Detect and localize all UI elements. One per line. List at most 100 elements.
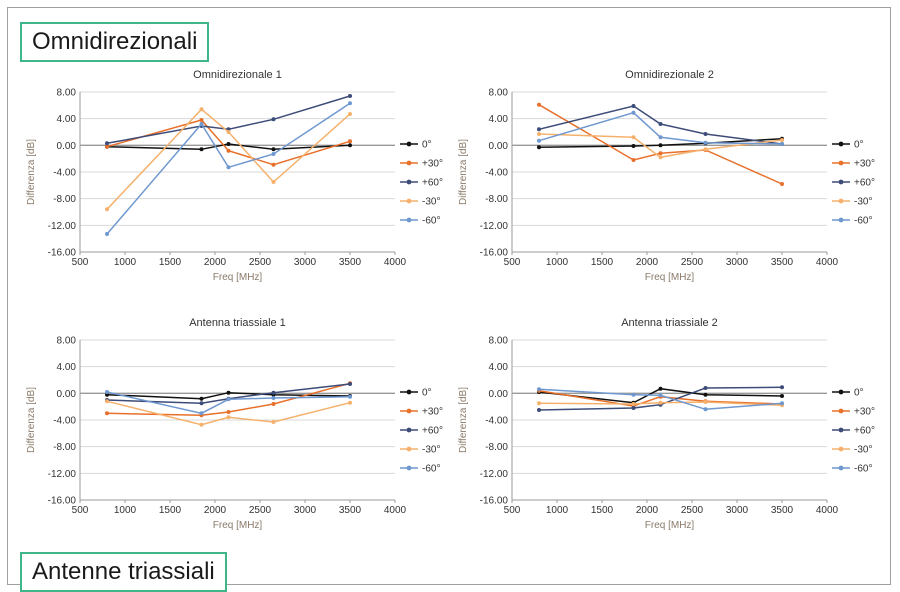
data-point	[348, 101, 352, 106]
data-point	[271, 152, 276, 156]
chart-title: Antenna triassiale 2	[621, 317, 718, 329]
y-tick-label: -12.00	[48, 221, 77, 232]
data-point	[703, 392, 708, 397]
data-point	[658, 155, 663, 160]
y-tick-label: -12.00	[480, 221, 509, 232]
data-point	[780, 385, 784, 390]
data-point	[199, 107, 204, 112]
legend-label: +30°	[854, 407, 875, 418]
legend-marker	[406, 160, 412, 166]
x-tick-label: 4000	[384, 257, 407, 268]
data-point	[226, 130, 231, 134]
data-point	[658, 135, 663, 140]
y-tick-label: 0.00	[489, 141, 509, 152]
y-tick-label: -16.00	[480, 248, 509, 259]
legend-label: +30°	[422, 407, 443, 418]
data-point	[631, 406, 636, 410]
legend-marker	[406, 389, 412, 395]
legend-entry-minus30: -30°	[400, 445, 440, 456]
data-point	[348, 394, 352, 399]
y-tick-label: -8.00	[485, 442, 508, 453]
data-point	[105, 144, 109, 149]
legend-marker	[838, 427, 844, 433]
x-tick-label: 1500	[591, 505, 614, 516]
legend-entry-0: 0°	[400, 140, 432, 151]
data-point	[105, 207, 109, 212]
data-point	[105, 141, 109, 146]
legend-label: -30°	[422, 445, 440, 456]
x-tick-label: 3000	[726, 257, 749, 268]
data-point	[199, 118, 204, 122]
y-tick-label: 8.00	[489, 336, 509, 347]
legend-entry-plus60: +60°	[832, 426, 875, 437]
x-tick-label: 3500	[771, 505, 794, 516]
data-point	[631, 135, 636, 140]
x-tick-label: 500	[504, 257, 521, 268]
x-tick-label: 1000	[114, 505, 137, 516]
y-axis-label: Differenza [dB]	[26, 139, 37, 205]
y-tick-label: -12.00	[48, 469, 77, 480]
x-axis-label: Freq [MHz]	[645, 520, 695, 531]
data-point	[271, 147, 276, 152]
series-minus60	[537, 110, 784, 146]
data-point	[537, 132, 541, 136]
data-point	[537, 387, 541, 392]
series-plus60	[105, 94, 352, 146]
x-tick-label: 2500	[681, 257, 704, 268]
data-point	[537, 408, 541, 412]
x-tick-label: 3500	[339, 257, 362, 268]
data-point	[199, 147, 204, 152]
x-axis-label: Freq [MHz]	[213, 272, 263, 283]
legend-label: -30°	[422, 197, 440, 208]
y-tick-label: -4.00	[53, 168, 76, 179]
legend-label: +30°	[422, 159, 443, 170]
y-axis-label: Differenza [dB]	[26, 387, 37, 453]
legend-marker	[838, 160, 844, 166]
y-tick-label: 0.00	[57, 141, 77, 152]
x-tick-label: 500	[72, 257, 89, 268]
legend-entry-minus60: -60°	[400, 464, 440, 475]
y-tick-label: 8.00	[57, 336, 77, 347]
x-tick-label: 2000	[636, 257, 659, 268]
legend-entry-plus30: +30°	[832, 159, 875, 170]
x-tick-label: 2500	[249, 257, 272, 268]
data-point	[271, 420, 276, 424]
series-minus30	[105, 399, 352, 427]
y-tick-label: 8.00	[57, 88, 77, 99]
legend-marker	[406, 141, 412, 147]
legend-entry-minus30: -30°	[400, 197, 440, 208]
x-tick-label: 2000	[636, 505, 659, 516]
series-minus30	[537, 132, 784, 160]
y-tick-label: -12.00	[480, 469, 509, 480]
data-point	[703, 386, 708, 390]
data-point	[105, 399, 109, 404]
y-axis-label: Differenza [dB]	[458, 139, 469, 205]
data-point	[348, 94, 352, 98]
data-point	[271, 402, 276, 406]
x-tick-label: 4000	[816, 257, 839, 268]
legend-marker	[838, 198, 844, 204]
x-tick-label: 3500	[771, 257, 794, 268]
data-point	[537, 401, 541, 406]
data-point	[271, 396, 276, 400]
legend-label: -60°	[422, 216, 440, 227]
x-tick-label: 3000	[294, 505, 317, 516]
series-minus30	[105, 107, 352, 212]
x-tick-label: 500	[504, 505, 521, 516]
legend-marker	[406, 465, 412, 471]
data-point	[631, 144, 636, 148]
y-tick-label: -8.00	[53, 194, 76, 205]
data-point	[105, 390, 109, 394]
data-point	[780, 394, 784, 398]
legend-label: 0°	[422, 388, 432, 399]
data-point	[226, 148, 231, 153]
series-minus60	[105, 390, 352, 416]
x-tick-label: 2000	[204, 257, 227, 268]
x-tick-label: 2500	[681, 505, 704, 516]
legend-label: +60°	[854, 178, 875, 189]
y-axis-label: Differenza [dB]	[458, 387, 469, 453]
y-tick-label: 0.00	[489, 389, 509, 400]
data-point	[631, 402, 636, 406]
data-point	[348, 112, 352, 116]
data-point	[226, 390, 231, 395]
